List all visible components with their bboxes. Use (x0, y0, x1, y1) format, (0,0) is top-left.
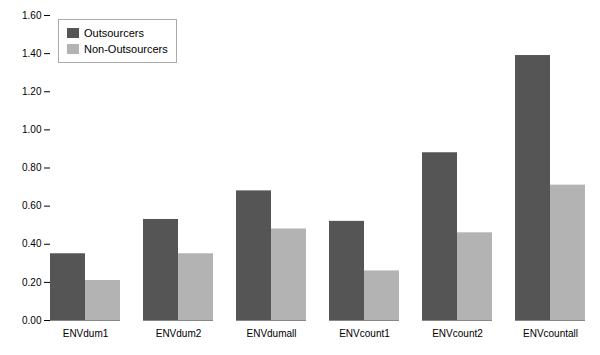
html-text:Outsourcers: Outsourcers (84, 27, 144, 39)
html-text:Non-Outsourcers: Non-Outsourcers (84, 43, 168, 55)
svg-text:0.00: 0.00 (22, 315, 42, 326)
svg-text:1.00: 1.00 (22, 124, 42, 135)
svg-text:0.60: 0.60 (22, 200, 42, 211)
svg-text:ENVcountall: ENVcountall (523, 328, 578, 339)
svg-text:1.60: 1.60 (22, 10, 42, 21)
svg-text:0.40: 0.40 (22, 238, 42, 249)
svg-text:0.80: 0.80 (22, 162, 42, 173)
svg-text:ENVdum1: ENVdum1 (63, 328, 109, 339)
svg-text:1.40: 1.40 (22, 48, 42, 59)
svg-text:1.20: 1.20 (22, 86, 42, 97)
svg-text:ENVcount1: ENVcount1 (339, 328, 390, 339)
svg-text:ENVcount2: ENVcount2 (432, 328, 483, 339)
svg-text:0.20: 0.20 (22, 277, 42, 288)
svg-text:ENVdum2: ENVdum2 (156, 328, 202, 339)
svg-text:ENVdumall: ENVdumall (246, 328, 296, 339)
